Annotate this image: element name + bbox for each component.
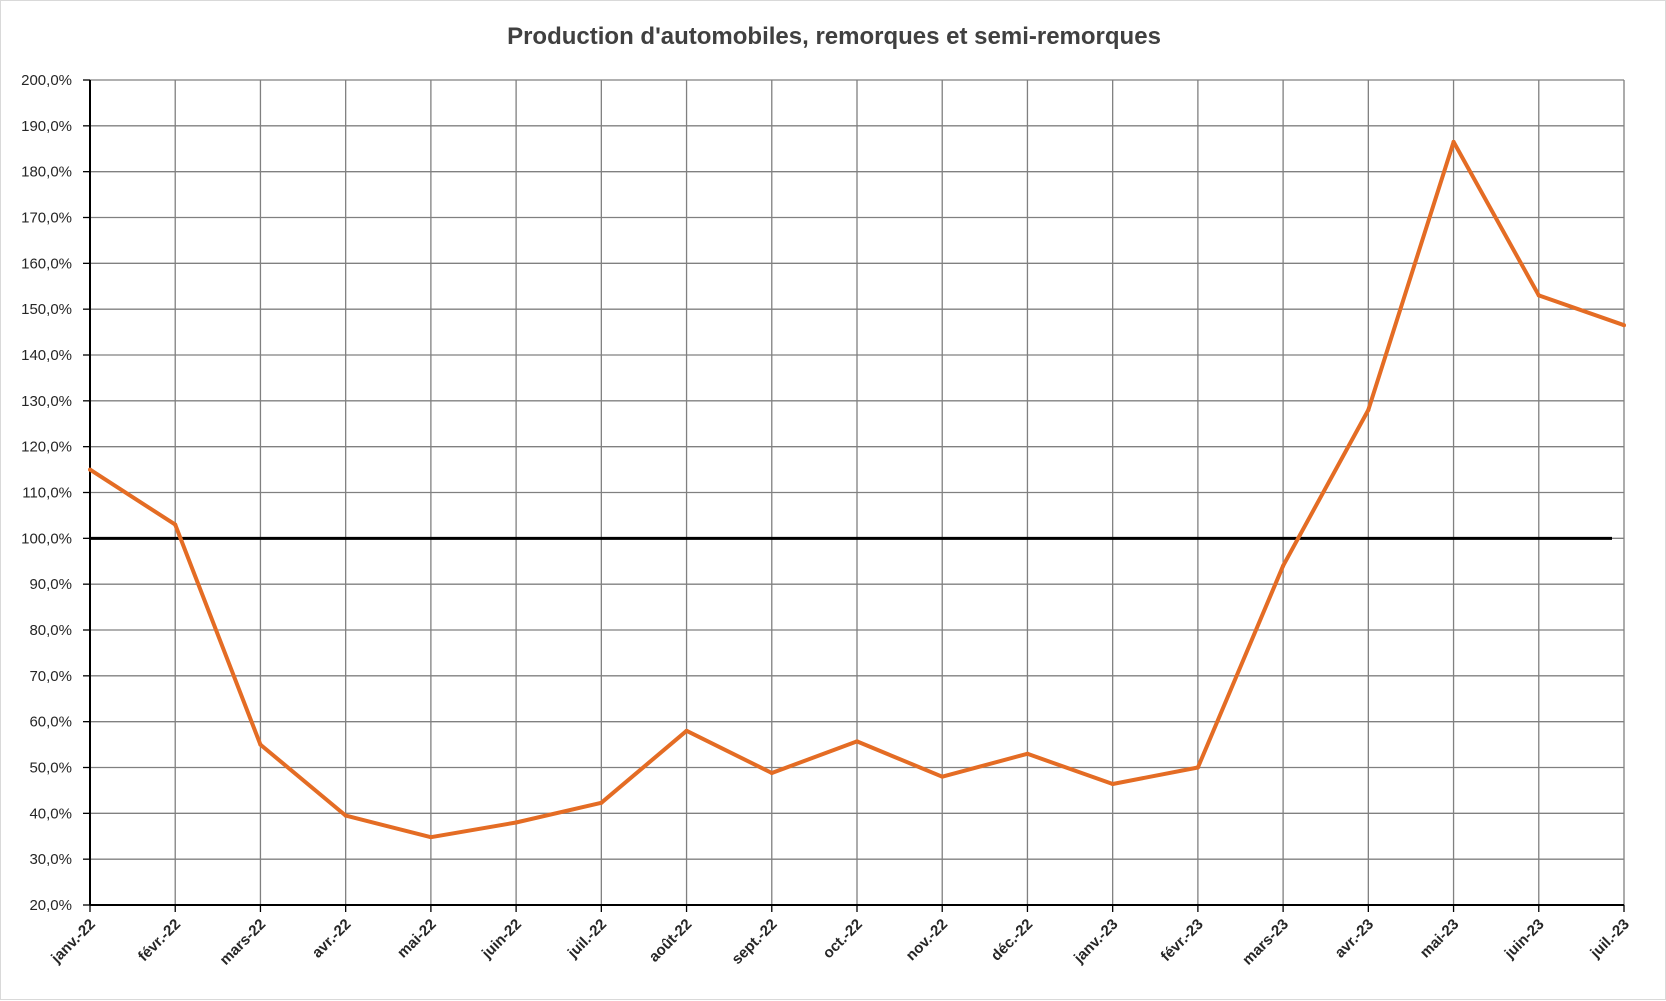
data-point <box>940 774 945 779</box>
x-tick-label: nov.-22 <box>903 916 951 964</box>
x-tick-label: déc.-22 <box>988 916 1037 965</box>
x-tick-label: mai-22 <box>394 916 440 962</box>
x-tick-label: févr.-22 <box>135 916 184 965</box>
x-tick-label: mars-23 <box>1239 916 1292 969</box>
data-point <box>1536 293 1541 298</box>
x-tick-label: avr.-22 <box>309 916 355 962</box>
chart-title: Production d'automobiles, remorques et s… <box>507 23 1161 50</box>
x-tick-label: janv.-23 <box>1070 916 1121 967</box>
y-tick-label: 30,0% <box>29 851 72 868</box>
x-tick-label: oct.-22 <box>820 916 866 962</box>
y-tick-label: 110,0% <box>22 485 72 502</box>
y-tick-label: 140,0% <box>21 347 72 364</box>
data-point <box>684 728 689 733</box>
y-tick-label: 40,0% <box>29 805 72 822</box>
y-tick-label: 160,0% <box>21 255 72 272</box>
y-tick-label: 130,0% <box>21 393 72 410</box>
y-tick-label: 190,0% <box>21 118 72 135</box>
x-tick-label: avr.-23 <box>1332 916 1378 962</box>
y-tick-label: 120,0% <box>21 439 72 456</box>
y-tick-label: 60,0% <box>29 714 72 731</box>
data-point <box>1195 765 1200 770</box>
data-point <box>173 522 178 527</box>
x-tick-labels: janv.-22 févr.-22 mars-22 avr.-22 mai-22 juin… <box>47 916 1632 969</box>
axes <box>83 79 1625 912</box>
data-point <box>1025 751 1030 756</box>
data-point <box>1622 323 1626 328</box>
grid <box>90 79 1625 906</box>
data-point <box>1110 782 1115 786</box>
y-tick-label: 80,0% <box>29 622 72 639</box>
data-point <box>258 742 263 747</box>
x-tick-label: mars-22 <box>217 916 270 969</box>
x-tick-label: mai-23 <box>1417 916 1463 962</box>
y-tick-label: 70,0% <box>29 668 72 685</box>
data-point <box>1366 408 1371 412</box>
data-point <box>1281 563 1286 568</box>
y-tick-labels: 20,0% 30,0% 40,0% 50,0% 60,0% 70,0% 80,0% 90,0%… <box>21 72 72 914</box>
data-point <box>514 820 519 825</box>
x-tick-label: juil.-22 <box>564 916 610 962</box>
data-point <box>769 771 774 775</box>
x-tick-label: sept.-22 <box>728 916 780 968</box>
data-point <box>343 813 348 818</box>
series-group <box>88 139 1626 840</box>
x-tick-label: juin-23 <box>1501 916 1548 963</box>
data-point <box>88 467 92 472</box>
x-tick-label: juin-22 <box>478 916 525 963</box>
y-tick-label: 200,0% <box>21 72 72 89</box>
y-tick-label: 100,0% <box>21 530 72 547</box>
data-point <box>428 835 433 840</box>
data-point <box>599 800 604 805</box>
x-tick-label: janv.-22 <box>47 916 98 967</box>
y-tick-label: 170,0% <box>21 210 72 227</box>
y-tick-label: 150,0% <box>21 301 72 318</box>
y-tick-label: 90,0% <box>29 576 72 593</box>
data-point <box>1451 139 1456 144</box>
x-tick-label: août-22 <box>646 916 696 966</box>
x-tick-label: juil.-23 <box>1587 916 1633 962</box>
data-point <box>855 739 859 744</box>
y-tick-label: 50,0% <box>29 760 72 777</box>
y-tick-label: 180,0% <box>21 164 72 181</box>
y-tick-label: 20,0% <box>29 897 72 914</box>
x-tick-label: févr.-23 <box>1158 916 1207 965</box>
